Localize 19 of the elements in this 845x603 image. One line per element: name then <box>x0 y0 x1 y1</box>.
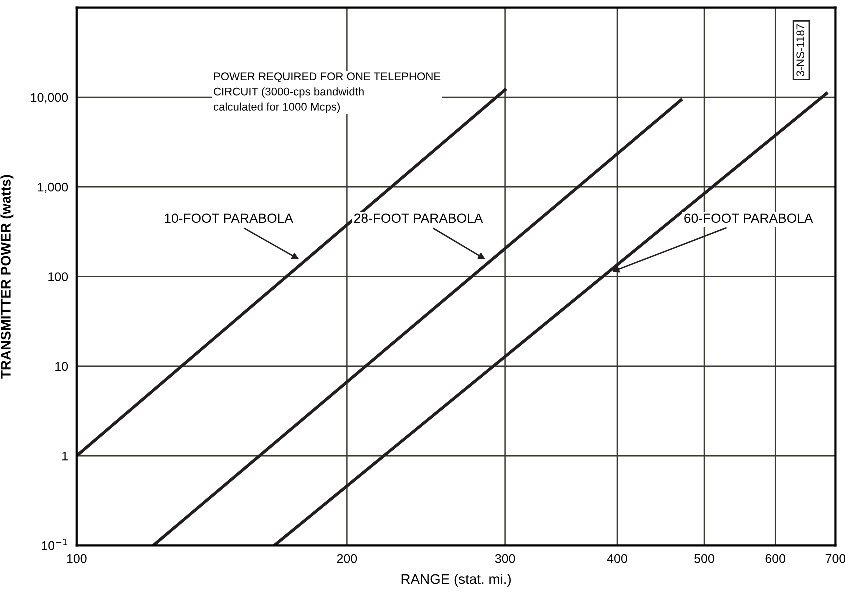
y-tick-label: 1,000 <box>38 182 68 194</box>
x-tick-label: 600 <box>766 554 786 564</box>
x-tick-label: 200 <box>337 554 358 564</box>
x-axis-title: RANGE (stat. mi.) <box>402 574 511 587</box>
x-tick-label: 500 <box>694 554 714 564</box>
x-tick-label: 300 <box>495 554 516 564</box>
y-tick-label: 100 <box>48 272 68 282</box>
annotation: 60-FOOT PARABOLA <box>684 214 814 224</box>
annotation: 10-FOOT PARABOLA <box>165 214 294 224</box>
x-tick-label: 400 <box>607 554 628 564</box>
annotation: POWER REQUIRED FOR ONE TELEPHONE CIRCUIT (3000-cps bandwidth calculated for 1000 Mcps) <box>214 72 441 114</box>
y-axis-title: TRANSMITTER POWER (watts) <box>0 175 14 379</box>
y-tick-label: 10$^{−1}$ <box>42 538 68 550</box>
annotation: 28-FOOT PARABOLA <box>354 214 484 224</box>
y-tick-label: 1 <box>62 452 68 461</box>
y-tick-label: 10 <box>56 362 68 372</box>
x-tick-label: 100 <box>67 554 87 564</box>
annotation: 3-NS-1187 <box>796 24 805 76</box>
y-tick-label: 10,000 <box>31 93 68 104</box>
